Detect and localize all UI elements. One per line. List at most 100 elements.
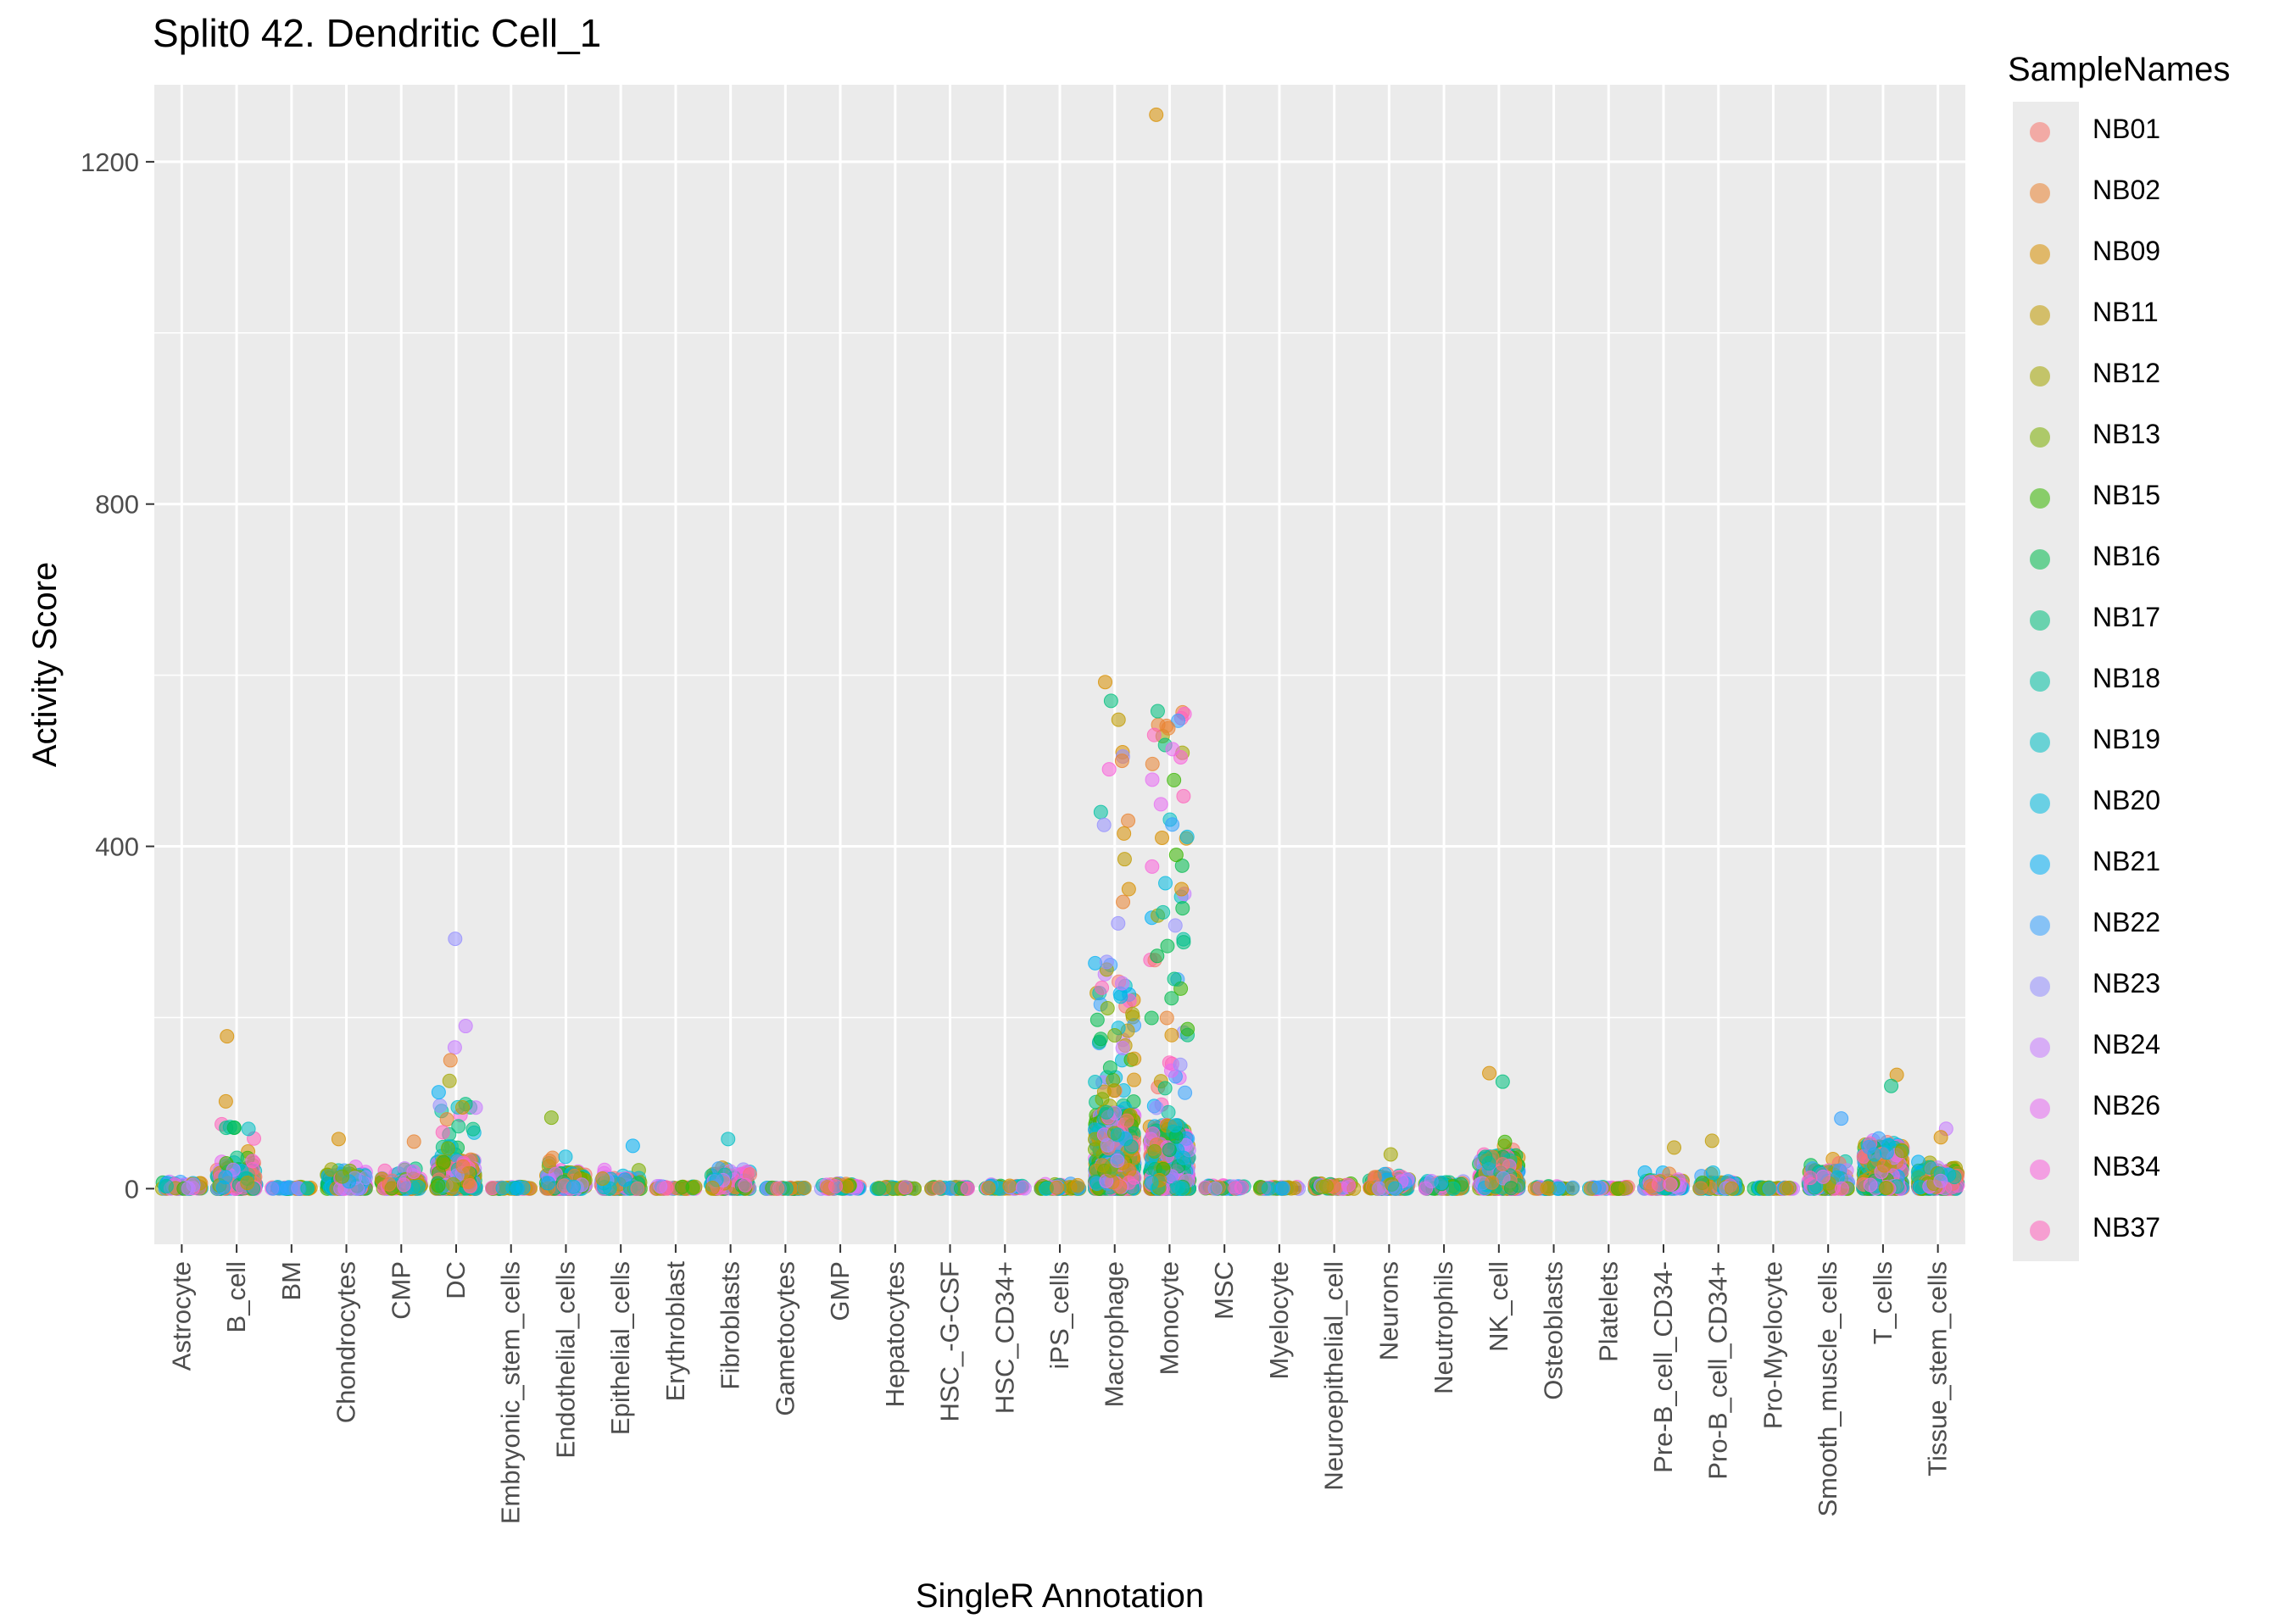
data-point (462, 1177, 477, 1193)
data-point (1145, 859, 1160, 874)
data-point (1894, 1143, 1909, 1159)
data-point (1049, 1180, 1064, 1195)
data-point (1100, 1001, 1115, 1016)
data-point (465, 1121, 481, 1137)
data-point (1372, 1181, 1387, 1196)
data-point (1879, 1145, 1894, 1160)
data-point (1149, 1100, 1164, 1115)
data-point (1261, 1181, 1276, 1196)
data-point (1481, 1156, 1496, 1171)
data-point (1156, 904, 1171, 920)
data-point (1803, 1171, 1818, 1186)
data-point (406, 1165, 421, 1180)
data-point (1619, 1181, 1634, 1196)
data-point (1100, 1137, 1115, 1153)
data-point (1725, 1181, 1740, 1196)
data-point (1878, 1181, 1893, 1196)
data-point (1110, 1127, 1125, 1143)
data-point (1161, 720, 1176, 736)
data-point (1434, 1175, 1449, 1190)
data-point (431, 1178, 446, 1193)
data-point (1150, 704, 1165, 719)
data-point (1099, 1104, 1114, 1120)
data-point (1159, 1010, 1174, 1026)
data-point (181, 1181, 196, 1196)
data-point (1115, 1040, 1130, 1055)
data-point (510, 1181, 525, 1196)
data-point (1176, 1150, 1191, 1165)
data-point (1565, 1180, 1580, 1195)
data-point (358, 1171, 373, 1186)
data-point (1127, 1051, 1142, 1066)
data-point (1318, 1178, 1334, 1193)
data-point (1234, 1180, 1249, 1195)
data-point (1095, 980, 1110, 995)
data-point (1127, 1072, 1142, 1087)
data-point (445, 1176, 460, 1192)
chart-title: Split0 42. Dendritic Cell_1 (153, 11, 602, 55)
data-point (1173, 1057, 1188, 1072)
data-point (1762, 1181, 1777, 1196)
data-point (1663, 1176, 1678, 1192)
data-point (1125, 1006, 1140, 1021)
data-point (595, 1171, 610, 1187)
data-point (1123, 1139, 1139, 1154)
data-point (451, 1119, 466, 1134)
data-point (1089, 1012, 1105, 1027)
data-point (1146, 727, 1162, 742)
points-layer (154, 107, 1965, 1196)
data-point (1093, 1032, 1108, 1047)
data-point (1876, 1158, 1892, 1173)
data-point (436, 1154, 451, 1170)
grid-lines (154, 85, 1965, 1244)
data-point (1179, 829, 1195, 844)
data-point (1145, 772, 1160, 787)
data-point (265, 1181, 281, 1196)
data-point (335, 1169, 350, 1184)
data-point (981, 1181, 996, 1196)
data-point (300, 1181, 315, 1196)
data-point (960, 1181, 975, 1196)
data-point (1015, 1180, 1030, 1195)
data-point (1340, 1177, 1356, 1193)
data-point (439, 1112, 454, 1127)
data-point (410, 1179, 426, 1194)
data-point (1863, 1177, 1878, 1193)
data-point (1113, 989, 1128, 1004)
data-point (1176, 788, 1191, 804)
data-point (226, 1120, 242, 1135)
data-point (1485, 1175, 1500, 1190)
data-point (215, 1180, 231, 1195)
data-point (159, 1178, 174, 1193)
data-point (455, 1159, 471, 1174)
data-point (432, 1098, 448, 1113)
data-point (1002, 1178, 1017, 1193)
data-point (872, 1181, 887, 1196)
data-point (1178, 1085, 1193, 1100)
data-point (1153, 797, 1168, 812)
data-point (1145, 756, 1160, 771)
data-point (1207, 1181, 1223, 1196)
data-point (1779, 1181, 1794, 1196)
data-point (630, 1181, 645, 1196)
data-point (1157, 1081, 1173, 1096)
data-point (705, 1180, 720, 1195)
data-point (1088, 1075, 1103, 1090)
data-point (241, 1121, 256, 1137)
data-point (1158, 876, 1173, 891)
data-point (1112, 1179, 1128, 1194)
data-point (1495, 1157, 1510, 1172)
data-point (495, 1181, 510, 1196)
data-point (1815, 1169, 1831, 1184)
data-point (558, 1149, 573, 1165)
data-point (1087, 1142, 1102, 1157)
data-point (1173, 749, 1189, 765)
data-point (1180, 1021, 1195, 1037)
data-point (797, 1180, 812, 1195)
data-point (1705, 1165, 1720, 1180)
data-point (653, 1179, 668, 1194)
data-point (828, 1178, 844, 1193)
data-point (1861, 1140, 1876, 1155)
data-point (1167, 772, 1182, 787)
data-point (566, 1179, 581, 1194)
